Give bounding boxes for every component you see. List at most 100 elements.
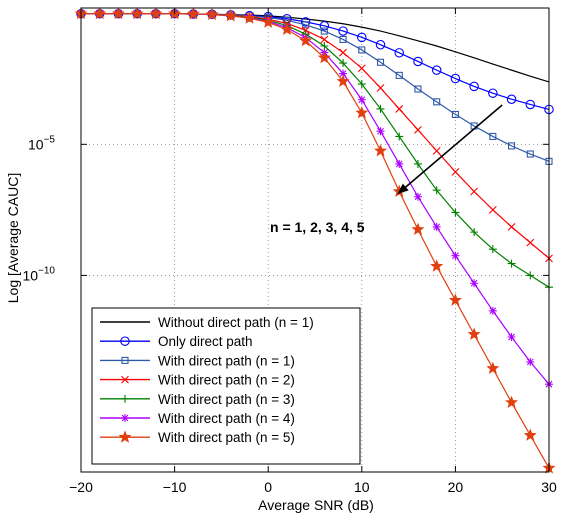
data-point	[205, 7, 219, 21]
legend-label: With direct path (n = 3)	[158, 392, 295, 407]
data-point	[469, 81, 479, 92]
data-point	[488, 88, 498, 98]
data-point	[486, 361, 500, 374]
data-point	[121, 375, 129, 384]
data-point	[121, 394, 129, 403]
data-point	[526, 238, 535, 247]
legend-label: Without direct path (n = 1)	[158, 315, 314, 330]
data-point	[320, 27, 328, 35]
legend: Without direct path (n = 1) Only direct p…	[91, 307, 361, 465]
data-point	[430, 259, 444, 272]
data-point	[451, 167, 460, 176]
data-point	[431, 65, 442, 75]
data-point	[413, 56, 423, 67]
annotation-arrowhead	[397, 183, 409, 195]
data-point	[505, 395, 519, 409]
data-point	[376, 84, 385, 92]
data-point	[121, 356, 129, 364]
data-point	[355, 106, 369, 119]
data-point	[149, 6, 163, 20]
data-point	[395, 71, 403, 79]
series-3	[77, 10, 553, 165]
data-point	[526, 357, 535, 366]
data-point	[395, 159, 404, 168]
legend-label: Only direct path	[158, 334, 253, 349]
series-line	[81, 13, 550, 288]
legend-label: With direct path (n = 4)	[158, 411, 295, 426]
data-point	[432, 146, 441, 155]
x-tick-label: −10	[163, 479, 187, 495]
legend-item-1: Without direct path (n = 1)	[100, 315, 314, 330]
legend-label: With direct path (n = 1)	[158, 353, 295, 368]
legend-label: With direct path (n = 2)	[158, 373, 295, 388]
data-point	[374, 144, 388, 157]
data-point	[470, 279, 479, 288]
series-7	[74, 6, 556, 474]
data-point	[523, 428, 537, 441]
x-tick-label: −20	[69, 479, 93, 495]
data-point	[299, 33, 313, 47]
y-tick-label: 10−10	[22, 265, 55, 283]
data-point	[451, 110, 459, 118]
data-point	[432, 222, 441, 231]
data-point	[506, 94, 517, 104]
series-2	[76, 9, 554, 115]
data-point	[526, 271, 535, 280]
legend-items: Without direct path (n = 1) Only direct p…	[100, 315, 314, 445]
data-point	[358, 46, 366, 54]
data-point	[300, 17, 311, 27]
data-point	[414, 85, 422, 93]
data-point	[508, 142, 516, 150]
data-point	[432, 186, 441, 195]
legend-item-3: With direct path (n = 1)	[100, 353, 295, 368]
plot-frame	[80, 7, 550, 473]
data-point	[357, 64, 366, 73]
legend-item-2: Only direct path	[100, 334, 253, 349]
data-point	[450, 73, 461, 84]
data-point	[488, 306, 497, 315]
data-point	[414, 126, 422, 134]
legend-item-4: With direct path (n = 2)	[100, 373, 295, 388]
data-point	[339, 35, 347, 44]
x-tick-label: 0	[264, 479, 272, 495]
y-tick-label: 10−5	[28, 134, 55, 152]
x-tick-label: 10	[354, 479, 370, 495]
tick-layer: −20 −10 0 10 20 30 10−5 10−10	[22, 8, 557, 495]
data-point	[338, 26, 348, 36]
data-point	[121, 414, 129, 422]
legend-label: With direct path (n = 5)	[158, 430, 295, 445]
data-point	[394, 48, 404, 58]
data-point	[118, 430, 132, 443]
data-point	[413, 159, 422, 168]
data-point	[93, 6, 107, 20]
grid-layer	[81, 8, 549, 472]
data-point	[376, 127, 385, 136]
legend-box	[91, 307, 361, 465]
data-point	[376, 104, 385, 113]
x-axis-label: Average SNR (dB)	[258, 497, 374, 513]
data-point	[526, 150, 534, 158]
data-point	[280, 22, 294, 36]
data-point	[186, 7, 200, 20]
x-tick-label: 30	[541, 479, 557, 495]
annotation-layer: n = 1, 2, 3, 4, 5	[270, 104, 503, 235]
data-point	[375, 39, 386, 50]
data-point	[242, 11, 256, 24]
data-point	[470, 228, 479, 237]
data-point	[433, 98, 441, 106]
data-point	[302, 21, 310, 29]
data-point	[489, 132, 497, 141]
data-point	[525, 99, 536, 110]
data-point	[357, 32, 367, 43]
data-point	[224, 9, 238, 22]
data-point	[261, 15, 275, 28]
legend-item-5: With direct path (n = 3)	[100, 392, 295, 407]
data-point	[448, 293, 462, 306]
annotation-text: n = 1, 2, 3, 4, 5	[270, 219, 365, 235]
data-point	[111, 6, 125, 20]
data-point	[376, 58, 385, 66]
data-point	[507, 332, 516, 341]
data-point	[319, 21, 330, 31]
data-point	[339, 69, 348, 78]
data-point	[120, 336, 130, 346]
